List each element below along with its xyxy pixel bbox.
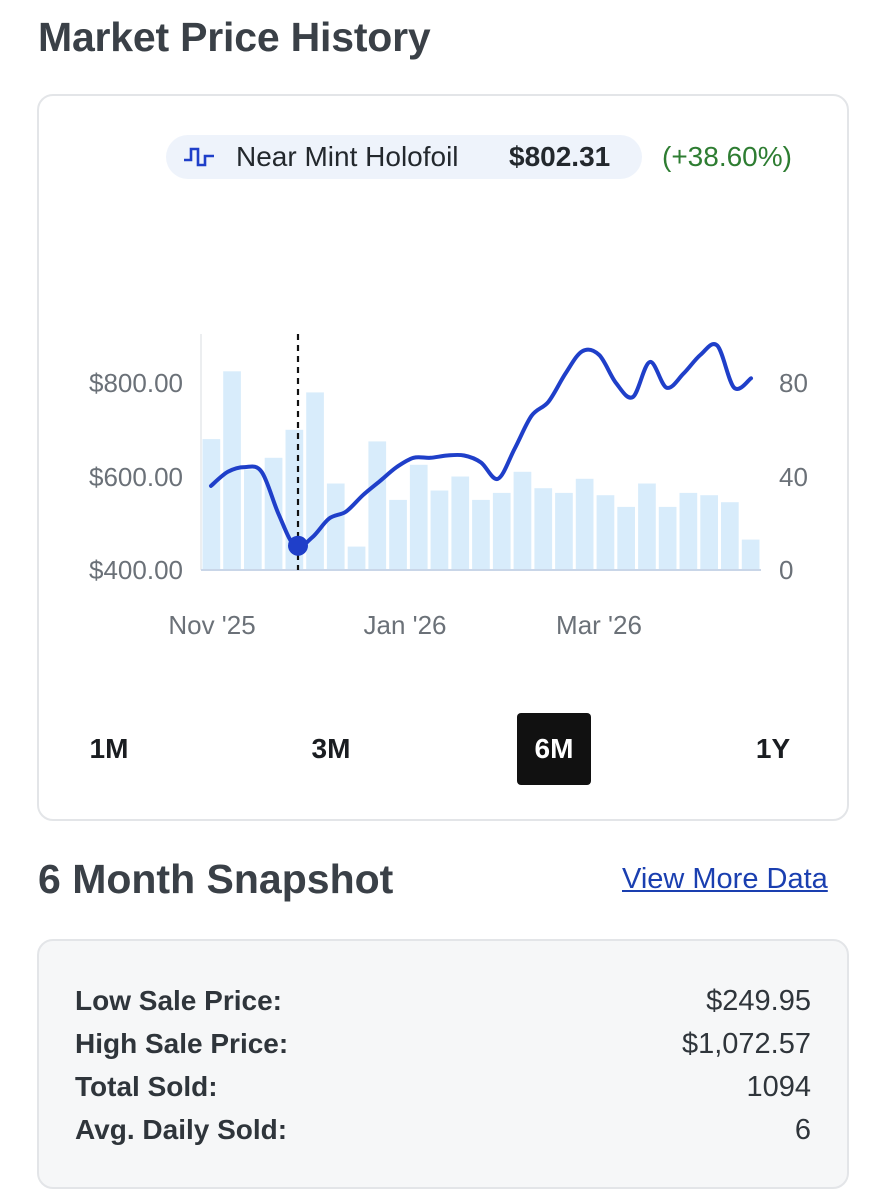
volume-bar: [513, 471, 532, 570]
x-tick-label: Mar '26: [556, 610, 642, 640]
snapshot-row-low: Low Sale Price: $249.95: [75, 981, 811, 1021]
snapshot-value: 6: [794, 1114, 811, 1146]
y-right-tick-label: 80: [779, 368, 808, 398]
snapshot-row-high: High Sale Price: $1,072.57: [75, 1024, 811, 1064]
volume-bar: [617, 506, 635, 570]
volume-bar: [721, 502, 739, 570]
volume-bar: [534, 488, 553, 570]
range-1m-button[interactable]: 1M: [89, 733, 129, 764]
range-3m-button[interactable]: 3M: [311, 733, 351, 764]
price-chart[interactable]: $800.00 $600.00 $400.00 80 40 0 Nov '25 Jan '…: [39, 96, 847, 706]
page-title: Market Price History: [38, 14, 431, 60]
snapshot-label: Low Sale Price:: [75, 985, 282, 1016]
price-history-card: Near Mint Holofoil $802.31 (+38.60%) $80…: [37, 94, 849, 821]
view-more-data-link[interactable]: View More Data: [622, 863, 828, 895]
volume-bar: [202, 439, 221, 570]
snapshot-value: 1094: [746, 1071, 811, 1103]
snapshot-row-total: Total Sold: 1094: [75, 1067, 811, 1107]
volume-bar: [451, 476, 470, 570]
x-tick-label: Nov '25: [168, 610, 255, 640]
volume-bar: [492, 492, 511, 570]
volume-bar: [700, 495, 718, 570]
x-axis: Nov '25 Jan '26 Mar '26: [168, 610, 642, 640]
snapshot-value: $249.95: [706, 985, 811, 1017]
y-right-tick-label: 0: [779, 555, 793, 585]
x-tick-label: Jan '26: [363, 610, 446, 640]
volume-bar: [658, 506, 677, 570]
snapshot-label: Total Sold:: [75, 1071, 218, 1102]
y-axis-right: 80 40 0: [779, 368, 808, 585]
volume-bars: [202, 371, 760, 571]
legend-item[interactable]: Near Mint Holofoil $802.31: [166, 135, 642, 179]
volume-bar: [596, 495, 615, 570]
volume-bar: [389, 499, 407, 570]
y-right-tick-label: 40: [779, 462, 808, 492]
volume-bar: [368, 441, 387, 570]
volume-bar: [472, 499, 490, 570]
hover-point: [288, 535, 308, 556]
snapshot-label: Avg. Daily Sold:: [75, 1114, 288, 1145]
volume-bar: [306, 392, 324, 571]
range-6m-button[interactable]: 6M: [517, 713, 591, 785]
snapshot-card: Low Sale Price: $249.95 High Sale Price:…: [37, 939, 849, 1189]
volume-bar: [409, 464, 428, 570]
volume-bar: [347, 546, 366, 570]
volume-bar: [326, 483, 345, 570]
snapshot-label: High Sale Price:: [75, 1028, 289, 1059]
snapshot-row-avg: Avg. Daily Sold: 6: [75, 1110, 811, 1150]
step-line-icon: [184, 147, 214, 167]
y-left-tick-label: $400.00: [89, 555, 183, 585]
volume-bar: [741, 539, 760, 570]
snapshot-title: 6 Month Snapshot: [38, 856, 394, 902]
volume-bar: [638, 483, 656, 570]
volume-bar: [244, 469, 262, 570]
y-left-tick-label: $600.00: [89, 462, 183, 492]
volume-bar: [430, 490, 449, 570]
y-axis-left: $800.00 $600.00 $400.00: [89, 368, 183, 585]
legend-series-name: Near Mint Holofoil: [236, 141, 459, 172]
range-1y-button[interactable]: 1Y: [755, 733, 791, 764]
volume-bar: [555, 492, 573, 570]
y-left-tick-label: $800.00: [89, 368, 183, 398]
legend-series-price: $802.31: [509, 141, 611, 172]
volume-bar: [679, 492, 698, 570]
volume-bar: [575, 478, 594, 570]
price-change-percent: (+38.60%): [662, 141, 792, 172]
snapshot-value: $1,072.57: [681, 1028, 811, 1060]
